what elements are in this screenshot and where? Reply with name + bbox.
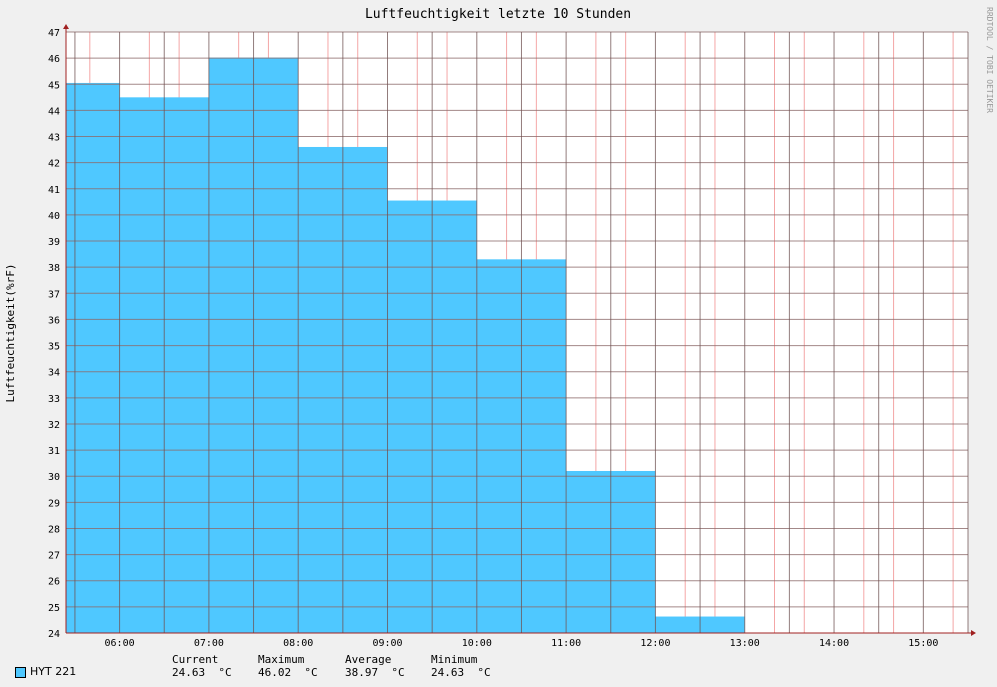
y-tick-label-32: 32 bbox=[48, 420, 60, 431]
x-tick-labels: 06:00 07:00 08:00 09:00 10:00 11:00 12:00 13:00… bbox=[105, 638, 939, 649]
y-tick-label-25: 25 bbox=[48, 603, 60, 614]
y-tick-label-45: 45 bbox=[48, 80, 60, 91]
x-tick-label-1300: 13:00 bbox=[730, 638, 760, 649]
y-tick-label-26: 26 bbox=[48, 577, 60, 588]
area-step-0 bbox=[66, 82, 120, 633]
legend-value-average: 38.97 °C bbox=[345, 666, 405, 679]
y-tick-label-37: 37 bbox=[48, 289, 60, 300]
y-tick-label-42: 42 bbox=[48, 159, 60, 170]
legend-label-average: Average bbox=[345, 653, 392, 666]
y-tick-label-41: 41 bbox=[48, 185, 60, 196]
legend-label-minimum: Minimum bbox=[431, 653, 478, 666]
legend: HYT 221 Current 24.63 °C Maximum 46.02 °… bbox=[0, 650, 997, 687]
y-tick-label-47: 47 bbox=[48, 28, 60, 39]
y-tick-label-38: 38 bbox=[48, 263, 60, 274]
y-tick-label-24: 24 bbox=[48, 629, 60, 640]
y-tick-label-31: 31 bbox=[48, 446, 60, 457]
y-tick-label-35: 35 bbox=[48, 342, 60, 353]
y-tick-label-44: 44 bbox=[48, 106, 60, 117]
legend-swatch bbox=[15, 667, 26, 678]
y-tick-label-36: 36 bbox=[48, 315, 60, 326]
x-tick-label-1200: 12:00 bbox=[640, 638, 670, 649]
x-tick-label-1400: 14:00 bbox=[819, 638, 849, 649]
y-tick-label-43: 43 bbox=[48, 133, 60, 144]
y-tick-labels: 24 25 26 27 28 29 30 31 32 33 34 35 36 37 38 39 40 41 42 43… bbox=[48, 28, 60, 640]
x-tick-label-0600: 06:00 bbox=[105, 638, 135, 649]
x-axis-arrow bbox=[971, 630, 976, 636]
x-tick-label-1100: 11:00 bbox=[551, 638, 581, 649]
legend-label-maximum: Maximum bbox=[258, 653, 305, 666]
x-tick-label-0800: 08:00 bbox=[283, 638, 313, 649]
y-tick-label-33: 33 bbox=[48, 394, 60, 405]
x-tick-label-0700: 07:00 bbox=[194, 638, 224, 649]
y-tick-label-34: 34 bbox=[48, 368, 60, 379]
x-tick-label-0900: 09:00 bbox=[372, 638, 402, 649]
y-tick-label-39: 39 bbox=[48, 237, 60, 248]
major-grid bbox=[66, 31, 969, 634]
y-axis-label: Luftfeuchtigkeit(%rF) bbox=[4, 263, 17, 402]
watermark: RRDTOOL / TOBI OETIKER bbox=[985, 7, 994, 113]
x-tick-label-1500: 15:00 bbox=[908, 638, 938, 649]
y-tick-label-46: 46 bbox=[48, 54, 60, 65]
legend-value-minimum: 24.63 °C bbox=[431, 666, 491, 679]
legend-value-maximum: 46.02 °C bbox=[258, 666, 318, 679]
y-tick-label-40: 40 bbox=[48, 211, 60, 222]
legend-value-current: 24.63 °C bbox=[172, 666, 232, 679]
y-tick-label-28: 28 bbox=[48, 524, 60, 535]
legend-label-current: Current bbox=[172, 653, 219, 666]
y-tick-label-29: 29 bbox=[48, 498, 60, 509]
x-tick-label-1000: 10:00 bbox=[462, 638, 492, 649]
axes bbox=[63, 24, 976, 636]
y-tick-label-30: 30 bbox=[48, 472, 60, 483]
y-axis-arrow bbox=[63, 24, 69, 29]
chart-title: Luftfeuchtigkeit letzte 10 Stunden bbox=[365, 7, 631, 22]
legend-series-name: HYT 221 bbox=[30, 665, 77, 678]
y-tick-label-27: 27 bbox=[48, 551, 60, 562]
